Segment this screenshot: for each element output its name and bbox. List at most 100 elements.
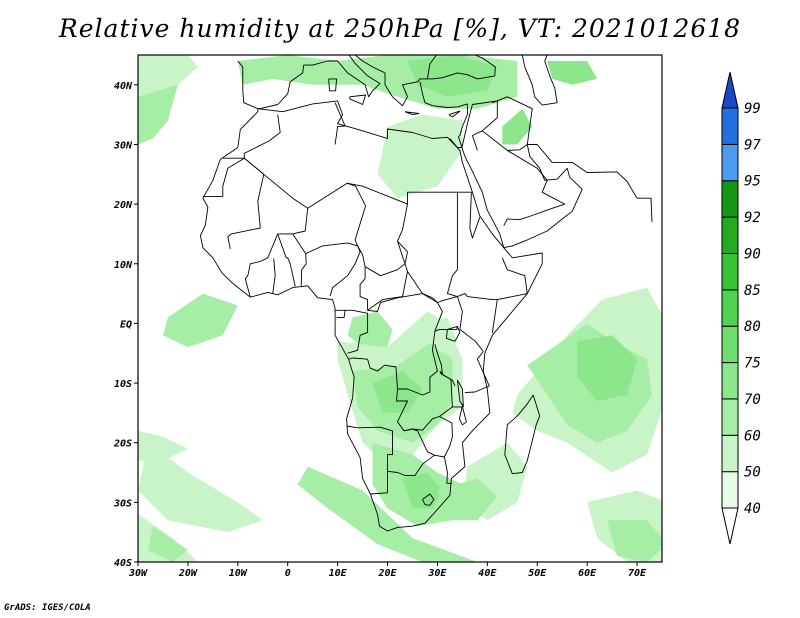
coast-border-line bbox=[446, 192, 458, 298]
lon-tick-label: 0 bbox=[285, 568, 291, 579]
humidity-region bbox=[297, 466, 478, 562]
country-borders bbox=[199, 55, 653, 532]
lat-tick-label: 30S bbox=[113, 498, 132, 509]
coast-border-line bbox=[449, 100, 498, 151]
lat-tick-label: EQ bbox=[120, 319, 132, 330]
colorbar-box bbox=[721, 471, 739, 509]
coast-border-line bbox=[457, 136, 653, 249]
lon-tick-label: 60E bbox=[578, 568, 597, 579]
coast-border-line bbox=[503, 150, 566, 226]
colorbar-level-label: 97 bbox=[744, 137, 761, 153]
coast-border-line bbox=[426, 55, 437, 79]
coast-border-line bbox=[354, 55, 496, 107]
coast-border-line bbox=[476, 351, 490, 387]
colorbar-box bbox=[721, 143, 739, 182]
colorbar-box bbox=[721, 107, 739, 145]
lat-tick-label: 40N bbox=[114, 81, 133, 92]
coast-border-line bbox=[359, 266, 408, 311]
colorbar-high-triangle bbox=[721, 71, 739, 109]
lat-tick-label: 10N bbox=[114, 260, 133, 271]
coast-border-line bbox=[397, 240, 498, 303]
coast-border-line bbox=[434, 344, 443, 375]
coast-border-line bbox=[482, 130, 528, 151]
colorbar-box bbox=[721, 434, 739, 473]
coast-border-line bbox=[237, 55, 381, 110]
colorbar-box bbox=[721, 289, 739, 327]
coast-border-line bbox=[292, 233, 307, 286]
lon-tick-label: 20W bbox=[178, 568, 198, 579]
coast-border-line bbox=[403, 372, 453, 432]
humidity-region bbox=[427, 317, 458, 354]
colorbar-level-label: 92 bbox=[744, 210, 761, 226]
coast-border-line bbox=[202, 157, 265, 249]
lon-tick-label: 70E bbox=[628, 568, 647, 579]
coast-border-line bbox=[443, 456, 452, 484]
coast-border-line bbox=[346, 425, 393, 495]
lat-tick-label: 20S bbox=[113, 439, 132, 450]
colorbar-level-label: 75 bbox=[744, 356, 761, 372]
humidity-region bbox=[138, 442, 263, 533]
coast-border-line bbox=[404, 111, 420, 116]
coast-border-line bbox=[349, 94, 367, 105]
coast-border-line bbox=[422, 493, 435, 506]
humidity-shading bbox=[138, 55, 662, 562]
coast-border-line bbox=[334, 102, 346, 145]
colorbar-level-label: 80 bbox=[744, 319, 761, 335]
coast-border-line bbox=[456, 296, 484, 352]
coast-border-line bbox=[272, 258, 276, 294]
colorbar-box bbox=[721, 362, 739, 400]
coast-border-line bbox=[441, 373, 456, 387]
coast-border-line bbox=[244, 208, 309, 298]
coast-border-line bbox=[367, 293, 443, 432]
coast-border-line bbox=[222, 114, 281, 159]
colorbar-box bbox=[721, 325, 739, 364]
humidity-region bbox=[607, 520, 662, 562]
coast-border-line bbox=[521, 55, 558, 106]
colorbar-box bbox=[721, 398, 739, 436]
colorbar-level-label: 60 bbox=[744, 428, 761, 444]
colorbar-level-label: 99 bbox=[744, 101, 761, 117]
lat-tick-label: 40S bbox=[114, 558, 132, 569]
lon-tick-label: 50E bbox=[528, 568, 547, 579]
colorbar-level-label: 40 bbox=[744, 501, 761, 517]
lon-tick-label: 10W bbox=[229, 568, 248, 579]
humidity-region bbox=[547, 61, 598, 85]
colorbar-box bbox=[721, 216, 739, 255]
coast-border-line bbox=[491, 257, 528, 334]
humidity-region bbox=[347, 311, 393, 348]
colorbar-level-label: 90 bbox=[744, 247, 761, 263]
lat-tick-label: 30N bbox=[113, 140, 133, 151]
coast-border-line bbox=[492, 96, 533, 145]
coast-border-line bbox=[387, 454, 435, 476]
coast-border-line bbox=[419, 81, 468, 138]
lon-tick-label: 30W bbox=[128, 568, 148, 579]
humidity-region bbox=[377, 114, 463, 199]
coast-border-line bbox=[456, 379, 464, 408]
coast-border-line bbox=[305, 242, 361, 297]
lat-tick-label: 10S bbox=[114, 379, 132, 390]
coast-border-line bbox=[336, 310, 346, 318]
coast-border-line bbox=[277, 233, 296, 287]
colorbar-low-triangle bbox=[721, 507, 739, 545]
coast-border-line bbox=[504, 394, 541, 475]
axis-ticks: 30W 20W 10W 0 10E 20E 30E 40E 50E 60E 70E 40N 30N 20N… bbox=[113, 81, 647, 579]
coast-border-line bbox=[448, 110, 461, 118]
coast-border-line bbox=[469, 192, 481, 239]
map-frame bbox=[137, 54, 663, 563]
coast-border-line bbox=[244, 157, 472, 209]
lat-tick-label: 20N bbox=[113, 200, 133, 211]
colorbar-box bbox=[721, 253, 739, 291]
humidity-region bbox=[138, 55, 198, 97]
lon-tick-label: 30E bbox=[427, 568, 447, 579]
humidity-region bbox=[402, 472, 443, 509]
plot-title: Relative humidity at 250hPa [%], VT: 202… bbox=[58, 14, 742, 43]
humidity-region bbox=[577, 335, 637, 401]
coast-border-line bbox=[434, 326, 458, 332]
coast-border-line bbox=[464, 385, 490, 394]
colorbar-level-label: 50 bbox=[744, 465, 761, 481]
coast-border-line bbox=[335, 309, 369, 354]
colorbar: 40 50 60 70 75 80 85 90 92 95 97 99 bbox=[721, 71, 761, 545]
lon-tick-label: 20E bbox=[377, 568, 397, 579]
lon-tick-label: 40E bbox=[478, 568, 497, 579]
